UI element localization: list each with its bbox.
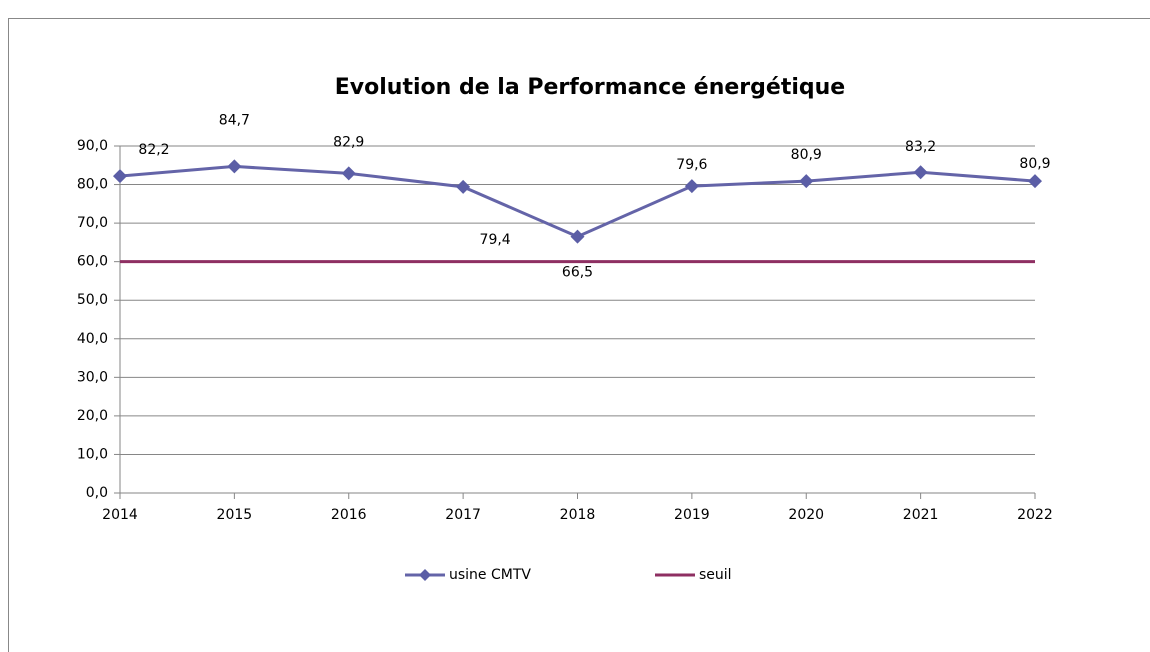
- legend-label: seuil: [699, 567, 732, 583]
- data-marker: [341, 166, 356, 181]
- chart-title: Evolution de la Performance énergétique: [335, 75, 845, 100]
- data-label: 83,2: [905, 139, 936, 155]
- x-tick-label: 2018: [560, 507, 596, 523]
- y-tick-label: 40,0: [77, 331, 108, 347]
- x-tick-label: 2016: [331, 507, 367, 523]
- y-tick-label: 60,0: [77, 254, 108, 270]
- y-tick-label: 70,0: [77, 215, 108, 231]
- data-label: 80,9: [791, 147, 822, 163]
- data-label: 80,9: [1019, 156, 1050, 172]
- y-tick-label: 80,0: [77, 177, 108, 193]
- data-label: 66,5: [562, 265, 593, 281]
- y-tick-label: 20,0: [77, 408, 108, 424]
- data-label: 82,9: [333, 134, 364, 150]
- data-marker: [113, 169, 127, 184]
- data-marker: [799, 174, 814, 189]
- x-tick-label: 2017: [445, 507, 481, 523]
- legend-label: usine CMTV: [449, 567, 531, 583]
- x-tick-label: 2020: [788, 507, 824, 523]
- x-tick-label: 2015: [217, 507, 253, 523]
- x-tick-label: 2022: [1017, 507, 1053, 523]
- x-tick-label: 2014: [102, 507, 138, 523]
- y-tick-label: 10,0: [77, 446, 108, 462]
- data-marker: [456, 179, 471, 194]
- data-marker: [227, 159, 242, 174]
- data-label: 84,7: [219, 112, 250, 128]
- data-marker: [913, 165, 928, 180]
- y-tick-label: 0,0: [86, 485, 108, 501]
- data-label: 79,6: [676, 157, 707, 173]
- data-marker: [684, 179, 699, 194]
- chart-border: [8, 18, 1150, 652]
- y-tick-label: 50,0: [77, 292, 108, 308]
- y-tick-label: 90,0: [77, 138, 108, 154]
- data-marker: [570, 229, 585, 244]
- data-label: 82,2: [138, 142, 169, 158]
- data-label: 79,4: [480, 232, 511, 248]
- y-tick-label: 30,0: [77, 369, 108, 385]
- data-marker: [1028, 174, 1042, 189]
- legend-marker: [419, 569, 431, 581]
- x-tick-label: 2021: [903, 507, 939, 523]
- x-tick-label: 2019: [674, 507, 710, 523]
